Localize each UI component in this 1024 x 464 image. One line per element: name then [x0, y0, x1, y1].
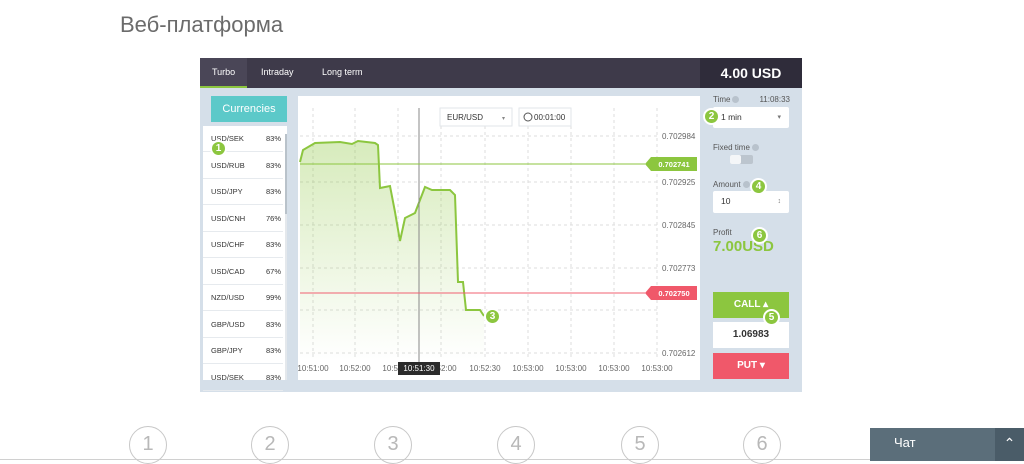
- currency-row[interactable]: USD/CNH 76%: [203, 206, 283, 232]
- currencies-button[interactable]: Currencies: [211, 96, 287, 122]
- currency-row[interactable]: NZD/USD 99%: [203, 285, 283, 311]
- currency-pair: USD/SEK: [211, 134, 244, 143]
- call-tag: [645, 157, 697, 171]
- x-label: 10:53:00: [512, 364, 544, 373]
- x-label: 10:53:00: [555, 364, 587, 373]
- price-line: [299, 139, 485, 317]
- top-bar: Turbo Intraday Long term 4.00 USD: [200, 58, 802, 88]
- currency-pair: GBP/JPY: [211, 346, 243, 355]
- put-tag: [645, 286, 697, 300]
- put-price: 0.702750: [658, 289, 689, 298]
- currency-payout: 83%: [266, 346, 282, 355]
- expiry-select[interactable]: 1 min ▾: [713, 107, 789, 128]
- currency-list: USD/SEK 83% USD/RUB 83% USD/JPY 83% USD/CNH 76%…: [203, 126, 287, 391]
- balance: 4.00 USD: [700, 58, 802, 88]
- y-label: 0.702925: [662, 178, 696, 187]
- x-label: 10:52:00: [339, 364, 371, 373]
- currency-pair: NZD/USD: [211, 293, 245, 302]
- x-label: 10:51:00: [298, 364, 329, 373]
- callout: 3: [484, 308, 501, 325]
- page-title: Веб-платформа: [120, 12, 284, 37]
- dropdown-arrow: ▾: [502, 116, 505, 122]
- fixed-time-label: Fixed time: [713, 143, 759, 152]
- cursor-time-box: [398, 362, 440, 375]
- chat-bar[interactable]: Чат ⌃: [870, 428, 1024, 461]
- currency-row[interactable]: USD/SEK 83%: [203, 126, 283, 152]
- x-label: 10:52:30: [469, 364, 501, 373]
- currency-payout: 83%: [266, 372, 282, 382]
- currency-payout: 99%: [266, 293, 282, 302]
- step-circle: 6: [743, 426, 781, 464]
- currency-row[interactable]: USD/CHF 83%: [203, 232, 283, 258]
- y-label: 0.702773: [662, 264, 696, 273]
- currency-row[interactable]: USD/RUB 83%: [203, 153, 283, 179]
- callout: 2: [703, 108, 720, 125]
- currency-payout: 83%: [266, 160, 282, 170]
- pair-select[interactable]: [439, 107, 513, 127]
- timer: 00:01:00: [534, 113, 566, 122]
- profit-label: Profit: [713, 228, 732, 237]
- amount-label: Amount: [713, 180, 750, 189]
- currency-payout: 83%: [266, 134, 282, 143]
- tab[interactable]: Turbo: [200, 58, 248, 88]
- currency-pair: USD/CHF: [211, 240, 245, 249]
- currency-row[interactable]: USD/JPY 83%: [203, 179, 283, 205]
- pair: EUR/USD: [447, 113, 483, 122]
- y-label: 0.702984: [662, 132, 696, 141]
- step-circle: 4: [497, 426, 535, 464]
- currency-pair: USD/SEK: [211, 372, 244, 382]
- callout: 6: [751, 227, 768, 244]
- callout: 4: [750, 178, 767, 195]
- currency-row[interactable]: USD/SEK 83%: [203, 365, 283, 391]
- currency-pair: USD/JPY: [211, 187, 243, 196]
- chat-toggle[interactable]: ⌃: [995, 428, 1024, 461]
- currency-pair: USD/RUB: [211, 160, 245, 170]
- currency-payout: 76%: [266, 213, 282, 223]
- rate: 1.06983: [713, 322, 789, 348]
- currency-payout: 67%: [266, 266, 282, 276]
- price-area: [300, 141, 484, 360]
- x-label: 10:52:00: [425, 364, 457, 373]
- currency-pair: USD/CAD: [211, 266, 245, 276]
- step-circle: 2: [251, 426, 289, 464]
- y-label: 0.702612: [662, 349, 696, 358]
- amount-input[interactable]: 10 ↕: [713, 191, 789, 213]
- chart-panel: 0.702741 0.702750 EUR/USD ▾ 00:01:00 0.7…: [297, 96, 700, 380]
- timer-icon: [523, 112, 533, 122]
- step-circle: 3: [374, 426, 412, 464]
- callout: 5: [763, 309, 780, 326]
- timer-box: [518, 107, 572, 127]
- step-circle: 5: [621, 426, 659, 464]
- clock: 11:08:33: [759, 95, 790, 104]
- currency-payout: 83%: [266, 187, 282, 196]
- step-circle: 1: [129, 426, 167, 464]
- put-button[interactable]: PUT ▾: [713, 353, 789, 379]
- currency-payout: 83%: [266, 319, 282, 329]
- callout: 1: [210, 140, 227, 157]
- currency-payout: 83%: [266, 240, 282, 249]
- time-label: Time: [713, 95, 740, 104]
- x-label: 10:53:00: [598, 364, 630, 373]
- currency-pair: USD/CNH: [211, 213, 246, 223]
- x-label: 10:53:00: [641, 364, 673, 373]
- currency-pair: GBP/USD: [211, 319, 245, 329]
- call-price: 0.702741: [658, 160, 689, 169]
- price-chart: 0.702741 0.702750 EUR/USD ▾ 00:01:00 0.7…: [297, 107, 697, 375]
- currency-row[interactable]: GBP/USD 83%: [203, 312, 283, 338]
- fixed-time-toggle[interactable]: [730, 155, 753, 164]
- tab[interactable]: Long term: [322, 67, 363, 77]
- y-label: 0.702845: [662, 221, 696, 230]
- currency-row[interactable]: GBP/JPY 83%: [203, 338, 283, 364]
- cursor-time: 10:51:30: [403, 364, 435, 373]
- tab[interactable]: Intraday: [261, 67, 294, 77]
- currency-row[interactable]: USD/CAD 67%: [203, 259, 283, 285]
- scrollbar: [285, 134, 287, 380]
